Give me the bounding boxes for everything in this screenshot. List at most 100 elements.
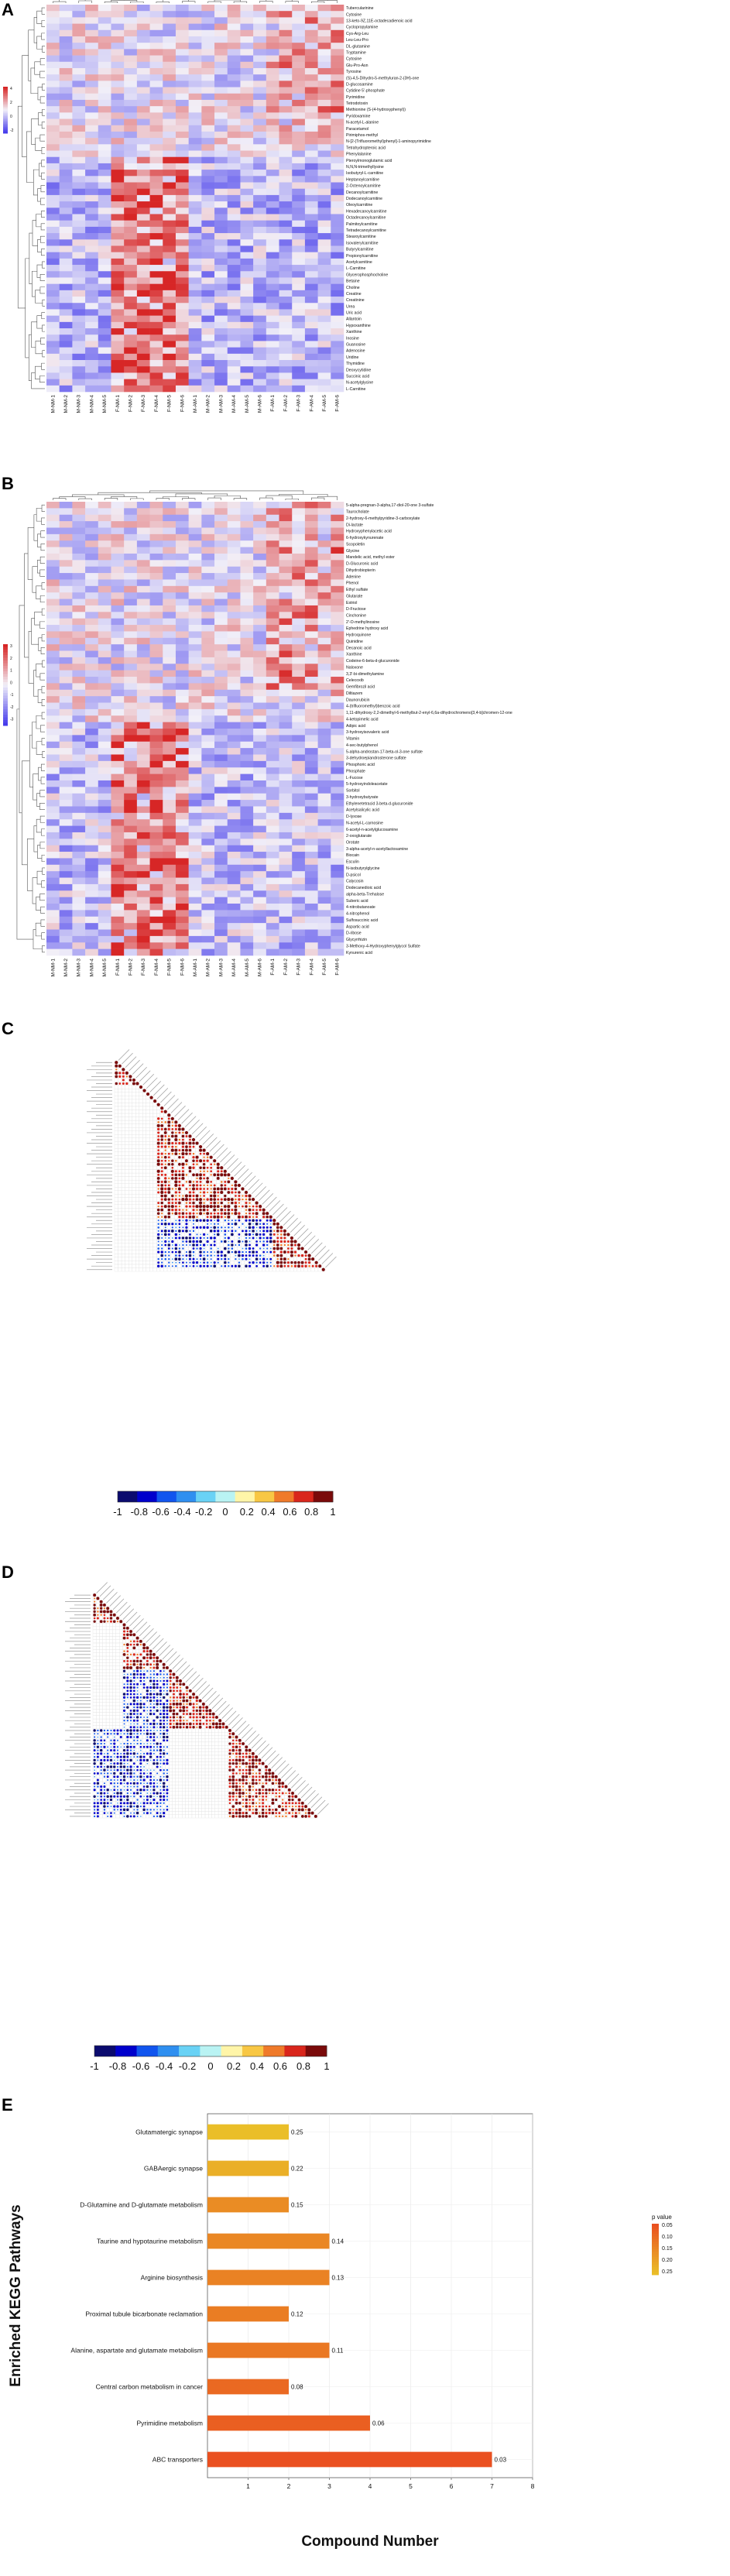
heatmap-cell [137, 5, 150, 11]
heatmap-cell [150, 774, 163, 781]
grid-cell [118, 1110, 122, 1113]
heatmap-cell [318, 372, 331, 379]
heatmap-cell [253, 683, 266, 690]
column-label: M-NM-1 [50, 959, 56, 977]
heatmap-cell [176, 245, 189, 252]
heatmap-cell [163, 800, 176, 807]
heatmap-cell [137, 832, 150, 839]
grid-cell [129, 1208, 132, 1212]
heatmap-cell [331, 316, 344, 322]
heatmap-cell [331, 890, 344, 897]
heatmap-cell [189, 354, 202, 360]
heatmap-cell [72, 144, 85, 150]
heatmap-cell [111, 715, 124, 722]
heatmap-cell [201, 277, 214, 283]
heatmap-cell [98, 43, 111, 49]
row-label: 4-nitrophenol [346, 912, 369, 917]
grid-cell [231, 1215, 235, 1219]
heatmap-cell [150, 605, 163, 612]
heatmap-cell [72, 884, 85, 891]
heatmap-cell [214, 189, 228, 195]
heatmap-cell [46, 910, 60, 917]
heatmap-cell [60, 904, 73, 911]
heatmap-cell [279, 284, 293, 290]
heatmap-cell [189, 290, 202, 297]
legend-swatch [3, 723, 8, 726]
heatmap-cell [214, 372, 228, 379]
heatmap-cell [292, 871, 305, 878]
heatmap-cell [318, 527, 331, 534]
heatmap-cell [279, 24, 293, 30]
row-label: Tetradecanoylcarnitine [346, 228, 386, 233]
heatmap-cell [176, 631, 189, 638]
grid-cell [241, 1226, 245, 1230]
heatmap-cell [266, 521, 279, 528]
dendrogram-link [40, 894, 45, 900]
grid-cell [135, 1124, 139, 1128]
dendrogram-link [43, 109, 45, 115]
heatmap-cell [163, 68, 176, 74]
heatmap-cell [214, 354, 228, 360]
heatmap-cell [60, 386, 73, 392]
grid-cell [125, 1152, 129, 1156]
heatmap-cell [228, 878, 241, 885]
heatmap-cell [85, 24, 98, 30]
heatmap-cell [240, 239, 253, 245]
heatmap-cell [176, 138, 189, 144]
grid-cell [115, 1124, 118, 1128]
heatmap-cell [318, 176, 331, 182]
heatmap-cell [72, 936, 85, 943]
heatmap-cell [253, 170, 266, 176]
heatmap-cell [85, 942, 98, 949]
heatmap-cell [98, 800, 111, 807]
heatmap-cell [305, 259, 318, 265]
heatmap-cell [163, 748, 176, 755]
grid-cell [135, 1120, 139, 1124]
grid-cell [206, 1247, 210, 1250]
heatmap-cell [98, 24, 111, 30]
grid-cell [115, 1194, 118, 1198]
heatmap-cell [46, 917, 60, 924]
heatmap-cell [189, 586, 202, 593]
grid-cell [149, 1208, 153, 1212]
heatmap-cell [214, 534, 228, 541]
heatmap-cell [163, 189, 176, 195]
heatmap-cell [240, 884, 253, 891]
heatmap-cell [85, 132, 98, 138]
grid-cell [160, 1113, 164, 1117]
heatmap-cell [60, 534, 73, 541]
grid-cell [146, 1138, 150, 1142]
heatmap-cell [331, 372, 344, 379]
heatmap-cell [111, 534, 124, 541]
grid-cell [135, 1155, 139, 1159]
heatmap-cell [214, 696, 228, 703]
heatmap-cell [98, 917, 111, 924]
heatmap-cell [85, 195, 98, 201]
grid-cell [122, 1215, 125, 1219]
heatmap-cell [228, 936, 241, 943]
heatmap-cell [60, 24, 73, 30]
heatmap-cell [46, 290, 60, 297]
grid-cell [199, 1223, 203, 1226]
heatmap-cell [292, 819, 305, 826]
heatmap-cell [60, 68, 73, 74]
heatmap-cell [85, 800, 98, 807]
grid-cell [142, 1099, 146, 1103]
heatmap-cell [292, 735, 305, 742]
heatmap-cell [266, 754, 279, 761]
heatmap-cell [240, 17, 253, 23]
heatmap-cell [228, 252, 241, 259]
heatmap-cell [60, 942, 73, 949]
grid-cell [115, 1117, 118, 1121]
heatmap-cell [98, 277, 111, 283]
grid-cell [122, 1247, 125, 1250]
grid-cell [163, 1247, 167, 1250]
heatmap-cell [266, 62, 279, 68]
grid-cell [142, 1110, 146, 1113]
dendrogram-link [41, 829, 45, 835]
grid-cell [146, 1162, 150, 1166]
heatmap-cell [292, 132, 305, 138]
heatmap-cell [150, 372, 163, 379]
heatmap-cell [46, 942, 60, 949]
heatmap-cell [253, 612, 266, 619]
